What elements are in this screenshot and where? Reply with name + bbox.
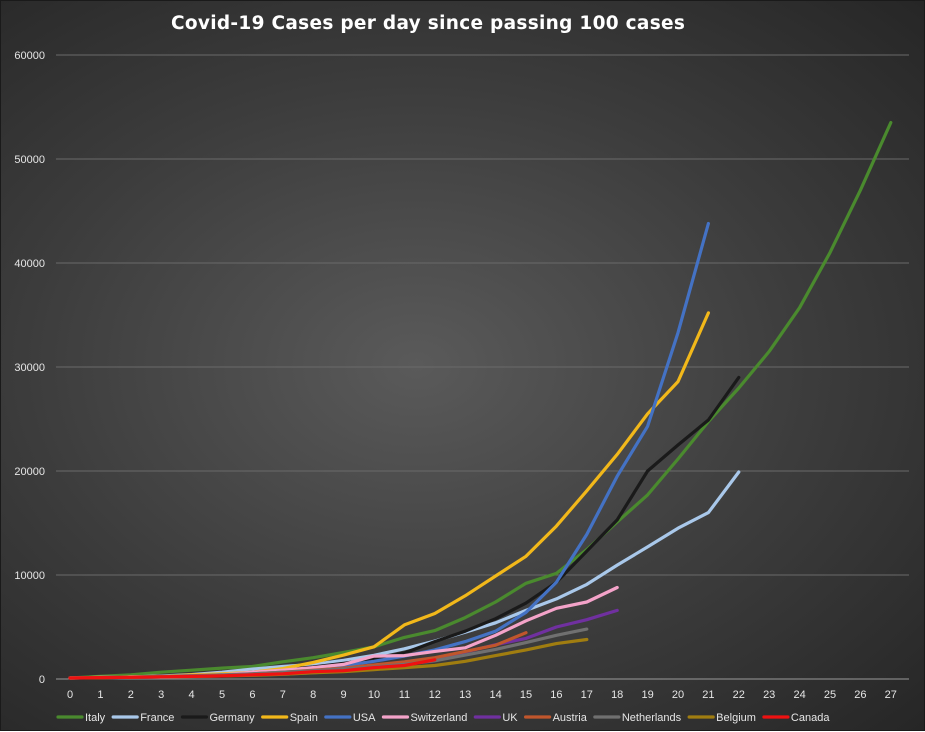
x-tick-label: 22: [733, 689, 745, 701]
x-tick-label: 19: [641, 689, 653, 701]
y-tick-label: 50000: [14, 154, 45, 166]
x-tick-label: 1: [97, 689, 103, 701]
legend-label-switzerland: Switzerland: [410, 712, 467, 724]
x-tick-label: 7: [280, 689, 286, 701]
y-tick-label: 10000: [14, 570, 45, 582]
x-tick-label: 11: [399, 689, 410, 701]
y-tick-label: 60000: [14, 50, 45, 62]
x-tick-label: 24: [793, 689, 805, 701]
x-tick-label: 27: [885, 689, 897, 701]
chart-title: Covid-19 Cases per day since passing 100…: [171, 13, 686, 34]
legend-label-netherlands: Netherlands: [622, 712, 682, 724]
legend-label-germany: Germany: [209, 712, 255, 724]
x-tick-label: 0: [67, 689, 73, 701]
legend-label-canada: Canada: [791, 712, 830, 724]
x-tick-label: 18: [611, 689, 623, 701]
x-tick-label: 23: [763, 689, 775, 701]
legend-label-spain: Spain: [290, 712, 318, 724]
x-tick-label: 6: [249, 689, 255, 701]
x-tick-label: 14: [489, 689, 501, 701]
x-tick-label: 16: [550, 689, 562, 701]
y-tick-label: 20000: [14, 466, 45, 478]
legend-label-uk: UK: [502, 712, 518, 724]
legend-label-italy: Italy: [85, 712, 106, 724]
y-tick-label: 0: [39, 674, 45, 686]
x-tick-label: 13: [459, 689, 471, 701]
series-line-spain: [68, 311, 711, 680]
x-tick-label: 20: [672, 689, 684, 701]
legend: Italy France Germany Spain USA Switzerland UK A…: [56, 712, 830, 724]
y-axis: 0 10000 20000 30000 40000 50000 60000: [14, 50, 45, 686]
y-tick-label: 40000: [14, 258, 45, 270]
x-tick-label: 5: [219, 689, 225, 701]
series-line-canada: [68, 658, 437, 680]
x-axis: 0 1 2 3 4 5 6 7 8 9 10 11 12 13 14 15 16 17 18 19 20 21 22 23 24…: [67, 689, 897, 701]
y-tick-label: 30000: [14, 362, 45, 374]
legend-label-france: France: [140, 712, 174, 724]
series-line-italy: [68, 120, 893, 680]
legend-label-usa: USA: [353, 712, 376, 724]
x-tick-label: 2: [128, 689, 134, 701]
x-tick-label: 3: [158, 689, 164, 701]
x-tick-label: 26: [854, 689, 866, 701]
x-tick-label: 9: [341, 689, 347, 701]
x-tick-label: 15: [520, 689, 532, 701]
legend-label-austria: Austria: [553, 712, 588, 724]
x-tick-label: 8: [310, 689, 316, 701]
gridlines: [56, 54, 909, 680]
x-tick-label: 21: [702, 689, 714, 701]
x-tick-label: 25: [824, 689, 836, 701]
x-tick-label: 17: [581, 689, 593, 701]
x-tick-label: 12: [429, 689, 441, 701]
series-line-switzerland: [68, 585, 619, 680]
legend-label-belgium: Belgium: [716, 712, 756, 724]
x-tick-label: 10: [368, 689, 380, 701]
series-line-usa: [68, 221, 711, 680]
x-tick-label: 4: [189, 689, 195, 701]
series-lines: [68, 120, 893, 680]
series-line-germany: [68, 375, 741, 680]
